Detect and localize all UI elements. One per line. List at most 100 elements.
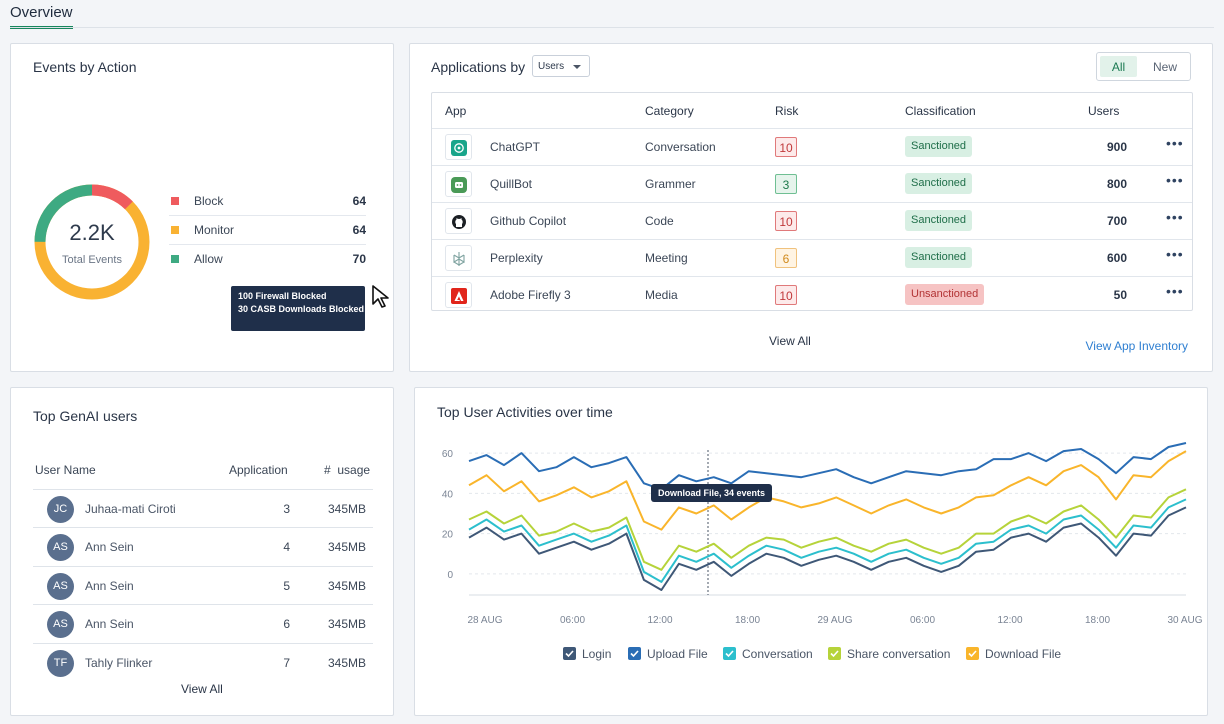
risk-badge: 10 <box>775 137 797 157</box>
column-header-classification[interactable]: Classification <box>905 104 976 118</box>
risk-badge: 10 <box>775 211 797 231</box>
table-row[interactable]: JC Juhaa-mati Ciroti 3 345MB <box>33 489 373 527</box>
user-application-count: 4 <box>283 540 290 554</box>
app-category: Code <box>645 214 674 228</box>
view-all-apps-link[interactable]: View All <box>769 334 811 348</box>
classification-badge: Unsanctioned <box>905 284 985 305</box>
x-tick-label: 12:00 <box>997 615 1022 626</box>
app-name[interactable]: Github Copilot <box>490 214 567 228</box>
applications-group-select[interactable]: Users <box>532 55 590 77</box>
view-all-users-link[interactable]: View All <box>181 682 223 696</box>
legend-checkbox-upload-file[interactable] <box>628 647 641 660</box>
user-name[interactable]: Ann Sein <box>85 617 134 631</box>
series-line-conversation <box>468 498 1187 583</box>
allow-swatch <box>171 255 179 263</box>
x-tick-label: 06:00 <box>910 615 935 626</box>
more-actions-icon[interactable]: ••• <box>1166 209 1184 225</box>
app-name[interactable]: ChatGPT <box>490 140 541 154</box>
activity-line-chart[interactable]: 60 40 20 0 28 AUG 06:00 12:00 18:00 29 AUG 06:00 1… <box>415 388 1209 717</box>
user-name[interactable]: Juhaa-mati Ciroti <box>85 502 176 516</box>
more-actions-icon[interactable]: ••• <box>1166 135 1184 151</box>
app-category: Conversation <box>645 140 716 154</box>
column-header-user-name[interactable]: User Name <box>35 463 96 477</box>
table-row[interactable]: Perplexity Meeting 6 Sanctioned 600 ••• <box>432 239 1192 276</box>
legend-label-upload-file[interactable]: Upload File <box>647 647 708 661</box>
x-tick-label: 29 AUG <box>817 615 852 626</box>
app-users-count: 600 <box>1106 251 1127 265</box>
toggle-new-button[interactable]: New <box>1152 60 1177 74</box>
x-tick-label: 06:00 <box>560 615 585 626</box>
table-row[interactable]: AS Ann Sein 4 345MB <box>33 527 373 565</box>
classification-badge: Sanctioned <box>905 247 973 268</box>
app-users-count: 800 <box>1106 177 1127 191</box>
y-tick-label: 60 <box>442 449 454 460</box>
legend-checkbox-login[interactable] <box>563 647 576 660</box>
legend-checkbox-share-conversation[interactable] <box>828 647 841 660</box>
table-row[interactable]: ChatGPT Conversation 10 Sanctioned 900 •… <box>432 128 1192 165</box>
view-app-inventory-link[interactable]: View App Inventory <box>1085 339 1188 353</box>
column-header-category[interactable]: Category <box>645 104 694 118</box>
all-new-toggle: All New <box>1096 52 1191 81</box>
series-line-download-file <box>468 450 1187 531</box>
column-header-app[interactable]: App <box>445 104 467 118</box>
user-usage: 345MB <box>327 579 366 593</box>
more-actions-icon[interactable]: ••• <box>1166 246 1184 262</box>
app-name[interactable]: QuillBot <box>490 177 533 191</box>
legend-row-monitor[interactable]: Monitor 64 <box>169 216 366 245</box>
events-title: Events by Action <box>33 59 137 75</box>
risk-badge: 3 <box>775 174 797 194</box>
avatar: AS <box>47 534 74 561</box>
legend-count: 64 <box>352 223 366 237</box>
column-header-usage[interactable]: # usage <box>324 463 371 477</box>
tab-divider <box>10 27 1214 28</box>
y-tick-label: 40 <box>442 489 454 500</box>
total-events-value: 2.2K <box>69 220 115 245</box>
more-actions-icon[interactable]: ••• <box>1166 283 1184 299</box>
legend-count: 70 <box>352 252 366 266</box>
table-row[interactable]: QuillBot Grammer 3 Sanctioned 800 ••• <box>432 165 1192 202</box>
table-row[interactable]: AS Ann Sein 6 345MB <box>33 604 373 642</box>
activity-title: Top User Activities over time <box>437 404 613 420</box>
top-genai-users-card: Top GenAI users User Name Application # … <box>10 387 394 716</box>
x-tick-label: 30 AUG <box>1167 615 1202 626</box>
legend-label: Block <box>194 194 224 208</box>
user-name[interactable]: Tahly Flinker <box>85 656 153 670</box>
user-usage: 345MB <box>327 502 366 516</box>
events-tooltip: 100 Firewall Blocked 30 CASB Downloads B… <box>231 286 365 331</box>
perplexity-icon <box>445 245 472 271</box>
user-name[interactable]: Ann Sein <box>85 579 134 593</box>
column-header-application[interactable]: Application <box>229 463 288 477</box>
genai-title: Top GenAI users <box>33 408 138 424</box>
series-line-upload-file <box>468 442 1187 491</box>
x-tick-label: 18:00 <box>1085 615 1110 626</box>
app-name[interactable]: Adobe Firefly 3 <box>490 288 571 302</box>
legend-label-share-conversation[interactable]: Share conversation <box>847 647 951 661</box>
events-donut-chart[interactable] <box>33 183 151 301</box>
applications-title: Applications by <box>431 59 526 75</box>
monitor-swatch <box>171 226 179 234</box>
table-row[interactable]: TF Tahly Flinker 7 345MB <box>33 643 373 681</box>
user-usage: 345MB <box>327 617 366 631</box>
legend-row-block[interactable]: Block 64 <box>169 187 366 216</box>
user-name[interactable]: Ann Sein <box>85 540 134 554</box>
more-actions-icon[interactable]: ••• <box>1166 172 1184 188</box>
toggle-all-button[interactable]: All <box>1100 56 1137 77</box>
tooltip-line: 100 Firewall Blocked <box>238 291 327 301</box>
tab-overview[interactable]: Overview <box>10 4 73 29</box>
legend-row-allow[interactable]: Allow 70 <box>169 245 366 274</box>
legend-label-login[interactable]: Login <box>582 647 612 661</box>
app-users-count: 900 <box>1106 140 1127 154</box>
table-row[interactable]: Github Copilot Code 10 Sanctioned 700 ••… <box>432 202 1192 239</box>
avatar: JC <box>47 496 74 523</box>
legend-checkbox-conversation[interactable] <box>723 647 736 660</box>
legend-label-download-file[interactable]: Download File <box>985 647 1062 661</box>
column-header-users[interactable]: Users <box>1088 104 1120 118</box>
y-tick-label: 0 <box>447 570 453 581</box>
table-row[interactable]: Adobe Firefly 3 Media 10 Unsanctioned 50… <box>432 276 1192 313</box>
legend-checkbox-download-file[interactable] <box>966 647 979 660</box>
column-header-risk[interactable]: Risk <box>775 104 799 118</box>
legend-label-conversation[interactable]: Conversation <box>742 647 813 661</box>
table-row[interactable]: AS Ann Sein 5 345MB <box>33 566 373 604</box>
app-name[interactable]: Perplexity <box>490 251 543 265</box>
risk-badge: 6 <box>775 248 797 268</box>
